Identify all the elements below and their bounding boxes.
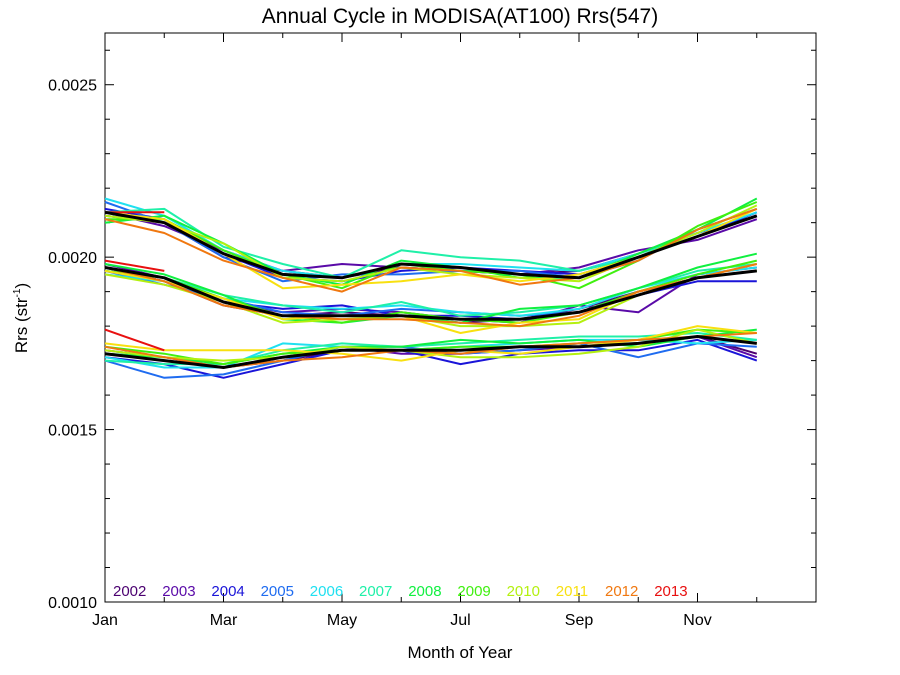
mean-lines — [104, 210, 758, 369]
x-tick-label: Jan — [92, 612, 118, 629]
legend-item-2009: 2009 — [457, 583, 490, 600]
x-tick-label: Jul — [450, 612, 470, 629]
y-axis-label-text: Rrs (str — [12, 297, 31, 353]
series-line-2008-mid — [104, 252, 758, 324]
mean-line-high — [104, 210, 758, 280]
series-line-2013-low — [104, 328, 165, 352]
legend-item-2012: 2012 — [605, 583, 638, 600]
legend-item-2005: 2005 — [261, 583, 294, 600]
series-line-2012-high — [104, 207, 758, 293]
plot-frame — [104, 32, 817, 603]
x-tick-label: Mar — [210, 612, 238, 629]
series-line-2010-low — [104, 328, 758, 362]
y-tick-label: 0.0010 — [48, 595, 97, 612]
legend-item-2013: 2013 — [654, 583, 687, 600]
x-tick-label: Sep — [565, 612, 594, 629]
series-line-2013-mid — [104, 259, 165, 272]
legend-item-2010: 2010 — [507, 583, 540, 600]
y-tick-label: 0.0020 — [48, 250, 97, 267]
legend: 2002 2003 2004 2005 2006 2007 2008 2009 2010 2011… — [113, 583, 688, 600]
chart-title: Annual Cycle in MODISA(AT100) Rrs(547) — [262, 5, 658, 28]
x-axis: Jan Mar May Jul Sep Nov — [92, 33, 758, 629]
y-axis-label-close: ) — [12, 283, 31, 289]
series-line-2008-high — [104, 197, 758, 286]
x-tick-label: May — [327, 612, 357, 629]
legend-item-2004: 2004 — [211, 583, 244, 600]
legend-item-2007: 2007 — [359, 583, 392, 600]
series-line-2011-low — [104, 325, 757, 362]
legend-item-2011: 2011 — [556, 583, 588, 600]
x-tick-label: Nov — [683, 612, 711, 629]
y-axis-label: Rrs (str-1) — [12, 283, 31, 353]
legend-item-2006: 2006 — [310, 583, 343, 600]
legend-item-2003: 2003 — [162, 583, 195, 600]
legend-item-2008: 2008 — [408, 583, 441, 600]
series-line-2007-low — [104, 332, 757, 366]
x-axis-label: Month of Year — [408, 643, 513, 662]
y-tick-label: 0.0015 — [48, 423, 97, 440]
y-axis: 0.0010 0.0015 0.0020 0.0025 — [48, 49, 816, 612]
legend-item-2002: 2002 — [113, 583, 146, 600]
mean-line-low — [104, 335, 757, 369]
y-tick-label: 0.0025 — [48, 78, 97, 95]
y-axis-label-superscript: -1 — [12, 288, 23, 297]
series-line-2012-mid — [104, 263, 758, 328]
plot-area — [104, 32, 817, 603]
mean-line-mid — [104, 266, 757, 321]
